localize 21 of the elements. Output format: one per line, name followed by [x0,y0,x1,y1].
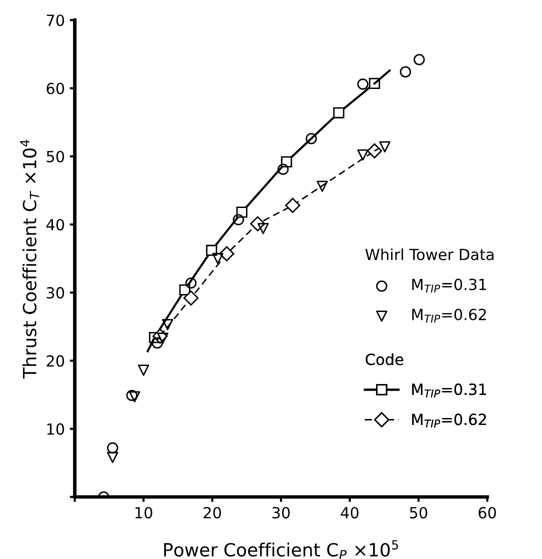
y-tick-label: 20 [46,355,64,367]
y-tick-label: 30 [46,287,64,299]
y-tick-label: 50 [46,150,64,162]
x-tick-label: 10 [135,506,152,518]
legend-label: M$_{TIP}$=0.31 [412,278,486,293]
legend-label: M$_{TIP}$=0.62 [412,308,486,323]
x-axis-title: Power Coefficient C$_{P}$ ×10$^{5}$ [164,540,398,559]
y-axis-title: Thrust Coefficient C$_{T}$ ×10$^{4}$ [20,140,40,379]
x-tick-label: 30 [272,506,290,518]
x-tick-label: 60 [478,506,496,518]
x-tick-label: 40 [340,506,358,518]
x-tick-label: 50 [410,506,428,518]
legend-label: M$_{TIP}$=0.62 [412,414,486,428]
x-tick-label: 20 [204,506,221,518]
text: Code [366,353,404,366]
y-tick-label: 40 [46,218,64,230]
legend-label: M$_{TIP}$=0.31 [412,384,486,398]
y-tick-label: 60 [46,82,64,94]
y-tick-label: 70 [46,14,64,26]
y-tick-label: 10 [47,423,64,435]
text: Whirl Tower Data [365,248,494,260]
